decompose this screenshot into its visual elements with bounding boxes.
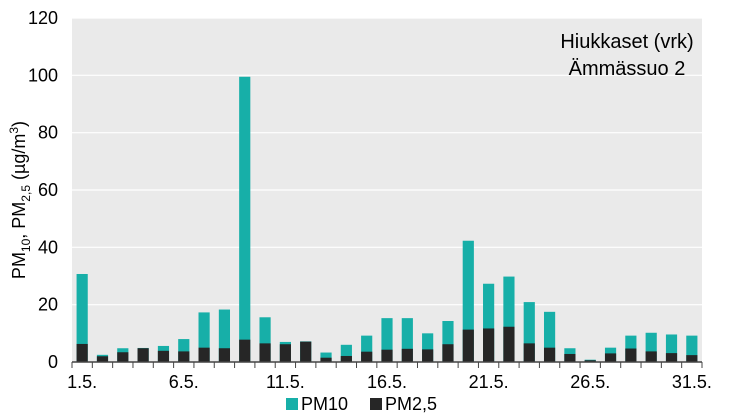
bar-pm25 xyxy=(381,349,393,362)
bar-pm25 xyxy=(340,355,352,362)
bar-pm25 xyxy=(686,355,698,362)
y-axis: 0 20 40 60 80 100 120 xyxy=(28,8,58,372)
bar-pm25 xyxy=(279,344,291,362)
bar-pm10 xyxy=(76,273,88,362)
bar-pm25 xyxy=(300,341,312,362)
bar-pm25 xyxy=(462,329,474,362)
y-tick-label: 120 xyxy=(28,8,58,28)
bar-pm25 xyxy=(483,328,495,362)
bar-pm10 xyxy=(320,352,332,362)
legend: PM10 PM2,5 xyxy=(286,394,437,414)
bar-pm25 xyxy=(76,343,88,362)
bar-pm25 xyxy=(259,343,271,362)
legend-label-pm25: PM2,5 xyxy=(385,394,437,414)
bar-pm25 xyxy=(604,353,617,362)
bar-pm10 xyxy=(259,317,271,362)
bar-pm10 xyxy=(503,276,515,362)
bar-pm10 xyxy=(361,335,373,362)
x-tick-label: 16.5. xyxy=(367,372,407,392)
bar-pm10 xyxy=(483,283,495,362)
y-axis-label: PM10, PM2,5 (µg/m3) xyxy=(7,121,33,279)
legend-swatch-pm25 xyxy=(370,398,382,410)
x-tick-label: 26.5. xyxy=(570,372,610,392)
bar-pm10 xyxy=(543,311,556,362)
y-tick-label: 60 xyxy=(38,180,58,200)
bar-pm10 xyxy=(462,240,474,362)
x-tick-label: 21.5. xyxy=(469,372,509,392)
bar-pm10 xyxy=(665,334,678,362)
bar-pm25 xyxy=(665,353,678,362)
bar-pm25 xyxy=(117,352,129,362)
bar-pm25 xyxy=(320,357,332,362)
y-tick-label: 20 xyxy=(38,295,58,315)
bar-pm25 xyxy=(157,350,170,362)
legend-swatch-pm10 xyxy=(286,398,298,410)
bar-pm25 xyxy=(361,351,373,362)
bar-pm25 xyxy=(523,343,535,362)
bar-pm10 xyxy=(686,335,698,362)
bar-pm10 xyxy=(645,332,657,362)
x-tick-label: 11.5. xyxy=(266,372,305,392)
bar-pm10 xyxy=(381,318,393,362)
bar-pm25 xyxy=(137,348,149,362)
bar-pm10 xyxy=(401,318,413,362)
y-tick-label: 0 xyxy=(48,352,58,372)
x-tick-label: 6.5. xyxy=(169,372,199,392)
bar-pm25 xyxy=(178,351,190,362)
y-tick-label: 80 xyxy=(38,123,58,143)
bar-pm25 xyxy=(96,356,109,362)
bar-pm10 xyxy=(198,312,210,362)
y-tick-label: 40 xyxy=(38,237,58,257)
bar-pm25 xyxy=(422,349,434,362)
bar-pm25 xyxy=(645,351,657,362)
bar-pm25 xyxy=(564,353,576,362)
x-tick-label: 31.5. xyxy=(672,372,712,392)
bar-pm25 xyxy=(543,347,556,362)
bar-pm10 xyxy=(442,321,454,362)
bar-pm25 xyxy=(239,339,251,362)
bar-pm10 xyxy=(422,333,434,362)
bar-pm10 xyxy=(178,339,190,362)
chart-title-line-1: Hiukkaset (vrk) xyxy=(560,31,693,53)
bar-pm25 xyxy=(218,348,231,362)
chart-title-line-2: Ämmässuo 2 xyxy=(569,58,686,80)
bars xyxy=(76,76,698,363)
gridlines xyxy=(72,17,702,306)
bar-pm25 xyxy=(401,348,413,362)
x-tick-label: 1.5. xyxy=(67,372,97,392)
bar-pm10 xyxy=(340,344,352,362)
x-axis: 1.5. 6.5. 11.5. 16.5. 21.5. 26.5. 31.5. xyxy=(67,361,712,392)
bar-pm10 xyxy=(523,302,535,362)
bar-pm25 xyxy=(584,360,596,362)
bar-pm10 xyxy=(239,76,251,363)
bar-pm25 xyxy=(442,344,454,362)
bar-pm25 xyxy=(198,347,210,362)
bar-pm25 xyxy=(625,348,637,362)
y-tick-label: 100 xyxy=(28,65,58,85)
legend-label-pm10: PM10 xyxy=(301,394,348,414)
bar-pm25 xyxy=(503,326,515,362)
bar-pm10 xyxy=(218,309,231,362)
